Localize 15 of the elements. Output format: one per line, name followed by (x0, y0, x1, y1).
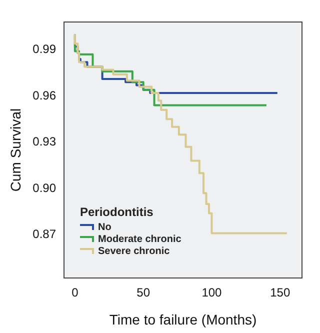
y-axis-title: Cum Survival (7, 108, 24, 192)
y-tick-label: 0.87 (32, 227, 56, 242)
x-axis-title: Time to failure (Months) (109, 311, 257, 328)
x-tick-label: 100 (202, 286, 222, 300)
x-tick-label: 150 (270, 286, 290, 300)
x-tick-label: 50 (136, 286, 150, 300)
y-tick-label: 0.93 (32, 134, 56, 149)
legend-title: Periodontitis (80, 205, 154, 219)
x-tick-label: 0 (72, 286, 79, 300)
legend-label: Severe chronic (98, 246, 170, 256)
legend-label: Moderate chronic (98, 234, 182, 244)
legend-label: No (98, 222, 112, 232)
y-tick-label: 0.90 (32, 180, 56, 195)
y-tick-label: 0.99 (32, 42, 56, 56)
y-tick-label: 0.96 (32, 88, 56, 102)
